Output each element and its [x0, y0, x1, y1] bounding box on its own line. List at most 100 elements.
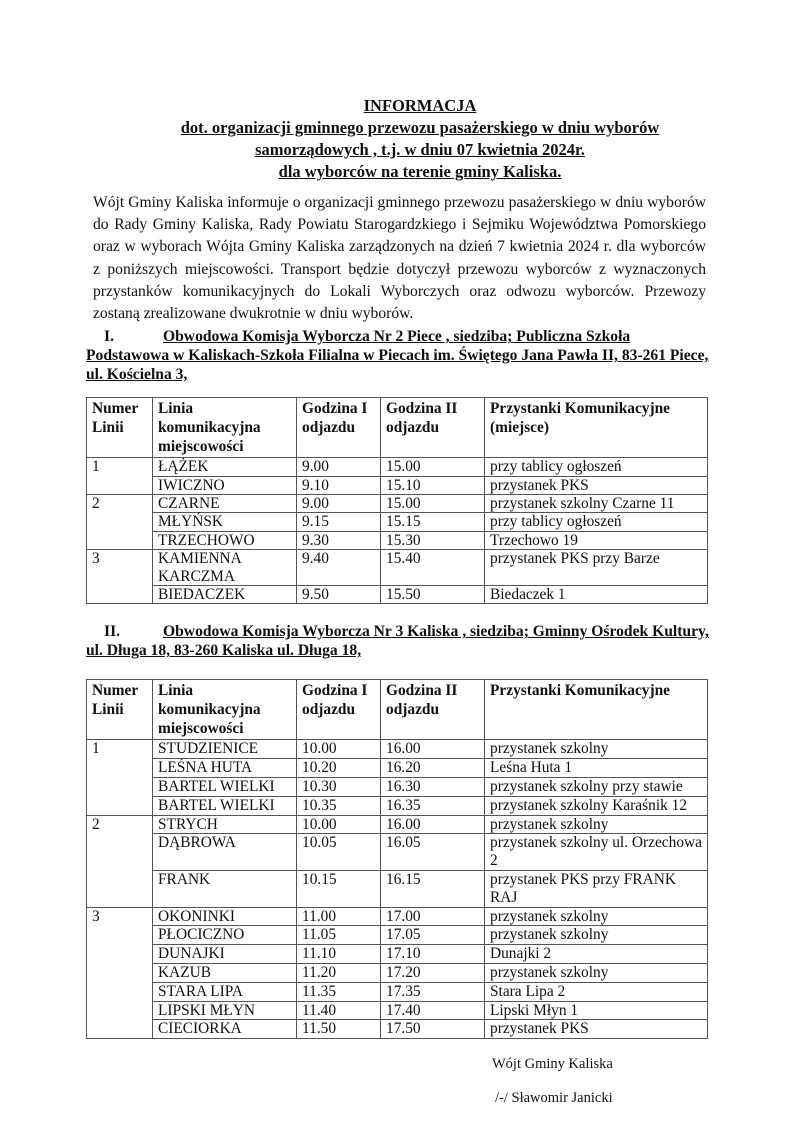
table-row: BARTEL WIELKI 10.30 16.30 przystanek szkoln… — [87, 777, 708, 797]
table-row: 2 CZARNE 9.00 15.00 przystanek szkolny Czarn… — [86, 494, 708, 551]
departure-2: 16.05 — [380, 833, 485, 872]
table-row: MŁYŃSK 9.15 15.15 przy tablicy ogłoszeń — [87, 512, 708, 532]
stop-place: przystanek PKS przy FRANK RAJ — [484, 870, 708, 908]
stop-place: Lipski Młyn 1 — [484, 1000, 708, 1021]
stop-place: przy tablicy ogłoszeń — [484, 512, 708, 532]
table-row: DĄBROWA 10.05 16.05 przystanek szkolny ul. … — [87, 833, 708, 872]
departure-2: 15.40 — [380, 549, 485, 587]
table-row: LEŚNA HUTA 10.20 16.20 Leśna Huta 1 — [87, 758, 708, 779]
departure-2: 15.50 — [380, 585, 485, 605]
departure-2: 17.50 — [380, 1019, 485, 1040]
title-subtitle-line3: dla wyborców na terenie gminy Kaliska. — [278, 162, 562, 181]
table-row: BIEDACZEK 9.50 15.50 Biedaczek 1 — [87, 585, 708, 605]
table-row: 3 OKONINKI 11.00 17.00 przystanek szkolny — [86, 906, 708, 1040]
stop-location: FRANK — [152, 870, 297, 908]
stop-place: Stara Lipa 2 — [484, 981, 708, 1002]
stop-place: przystanek PKS — [484, 475, 708, 496]
stop-location: KAZUB — [152, 963, 297, 983]
stop-place: Biedaczek 1 — [484, 585, 708, 605]
stop-location: DUNAJKI — [152, 944, 297, 965]
title-heading: INFORMACJA — [363, 96, 477, 115]
line-number: 1 — [86, 457, 153, 496]
intro-paragraph: Wójt Gminy Kaliska informuje o organizac… — [93, 194, 706, 323]
stop-location: BIEDACZEK — [152, 585, 297, 605]
table-header-row: Numer Linii Linia komunikacyjna miejscowo… — [86, 679, 708, 741]
stop-place: przystanek PKS przy Barze — [484, 549, 708, 587]
column-header: Godzina II odjazdu — [380, 679, 485, 741]
departure-1: 9.00 — [296, 494, 381, 514]
departure-2: 16.20 — [380, 758, 485, 779]
table-row: FRANK 10.15 16.15 przystanek PKS przy FRANK… — [87, 870, 708, 908]
signature-name: /-/ Sławomir Janicki — [495, 1090, 613, 1107]
table-row: BARTEL WIELKI 10.35 16.35 przystanek szkoln… — [87, 795, 708, 816]
line-number: 3 — [86, 549, 153, 605]
departure-2: 16.35 — [380, 795, 485, 816]
stop-location: DĄBROWA — [152, 833, 297, 872]
departure-2: 17.35 — [380, 981, 485, 1002]
departure-1: 9.15 — [296, 512, 381, 532]
stop-location: LEŚNA HUTA — [152, 758, 297, 779]
signature-role: Wójt Gminy Kaliska — [492, 1056, 613, 1073]
column-header: Godzina I odjazdu — [296, 397, 381, 459]
stop-place: przy tablicy ogłoszeń — [484, 457, 708, 477]
section-heading-text: Obwodowa Komisja Wyborcza Nr 3 Kaliska ,… — [86, 623, 709, 660]
stop-place: Leśna Huta 1 — [484, 758, 708, 779]
departure-1: 11.05 — [296, 925, 381, 946]
title-subtitle-line1: dot. organizacji gminnego przewozu pasaż… — [180, 118, 660, 137]
stop-place: przystanek szkolny przy stawie — [484, 777, 708, 797]
column-header: Numer Linii — [86, 679, 153, 741]
line-number: 2 — [86, 814, 153, 908]
table-row: 1 ŁĄŻEK 9.00 15.00 przy tablicy ogłoszeń — [86, 457, 708, 496]
departure-2: 15.30 — [380, 530, 485, 551]
stop-place: przystanek szkolny Karaśnik 12 — [484, 795, 708, 816]
stop-place: Trzechowo 19 — [484, 530, 708, 551]
departure-2: 15.00 — [380, 457, 485, 477]
table-row: KAZUB 11.20 17.20 przystanek szkolny — [87, 963, 708, 983]
document-title: INFORMACJA dot. organizacji gminnego prz… — [0, 95, 800, 183]
departure-1: 11.00 — [296, 906, 381, 927]
stop-place: Dunajki 2 — [484, 944, 708, 965]
stop-place: przystanek PKS — [484, 1019, 708, 1040]
stop-place: przystanek szkolny — [484, 925, 708, 946]
column-header: Linia komunikacyjna miejscowości — [152, 679, 297, 741]
departure-1: 10.00 — [296, 814, 381, 835]
stop-place: przystanek szkolny — [484, 906, 708, 927]
departure-2: 17.05 — [380, 925, 485, 946]
departure-1: 11.50 — [296, 1019, 381, 1040]
stop-location: TRZECHOWO — [152, 530, 297, 551]
departure-2: 17.10 — [380, 944, 485, 965]
stop-location: BARTEL WIELKI — [152, 777, 297, 797]
table-row: 3 KAMIENNA KARCZMA 9.40 15.40 przystanek PKS… — [86, 549, 708, 605]
stop-place: przystanek szkolny ul. Orzechowa 2 — [484, 833, 708, 872]
table-row: TRZECHOWO 9.30 15.30 Trzechowo 19 — [87, 530, 708, 551]
departure-2: 15.00 — [380, 494, 485, 514]
column-header: Linia komunikacyjna miejscowości — [152, 397, 297, 459]
stop-location: BARTEL WIELKI — [152, 795, 297, 816]
departure-2: 15.10 — [380, 475, 485, 496]
section-heading-text: Obwodowa Komisja Wyborcza Nr 2 Piece , s… — [86, 328, 709, 384]
stop-location: STARA LIPA — [152, 981, 297, 1002]
column-header: Godzina II odjazdu — [380, 397, 485, 459]
document-page: INFORMACJA dot. organizacji gminnego prz… — [0, 95, 800, 1107]
departure-1: 9.40 — [296, 549, 381, 587]
table-row: CIECIORKA 11.50 17.50 przystanek PKS — [87, 1019, 708, 1040]
stop-location: CIECIORKA — [152, 1019, 297, 1040]
departure-1: 11.40 — [296, 1000, 381, 1021]
departure-2: 17.20 — [380, 963, 485, 983]
stop-place: przystanek szkolny Czarne 11 — [484, 494, 708, 514]
departure-2: 16.00 — [380, 814, 485, 835]
column-header: Godzina I odjazdu — [296, 679, 381, 741]
departure-1: 10.30 — [296, 777, 381, 797]
departure-1: 10.20 — [296, 758, 381, 779]
stop-place: przystanek szkolny — [484, 814, 708, 835]
table-row: IWICZNO 9.10 15.10 przystanek PKS — [87, 475, 708, 496]
line-number: 3 — [86, 906, 153, 1040]
departure-1: 10.35 — [296, 795, 381, 816]
departure-1: 9.00 — [296, 457, 381, 477]
stop-location: CZARNE — [152, 494, 297, 514]
departure-1: 10.00 — [296, 739, 381, 760]
stop-location: PŁOCICZNO — [152, 925, 297, 946]
stop-location: KAMIENNA KARCZMA — [152, 549, 297, 587]
stop-location: ŁĄŻEK — [152, 457, 297, 477]
table-header-row: Numer Linii Linia komunikacyjna miejscowo… — [86, 397, 708, 459]
